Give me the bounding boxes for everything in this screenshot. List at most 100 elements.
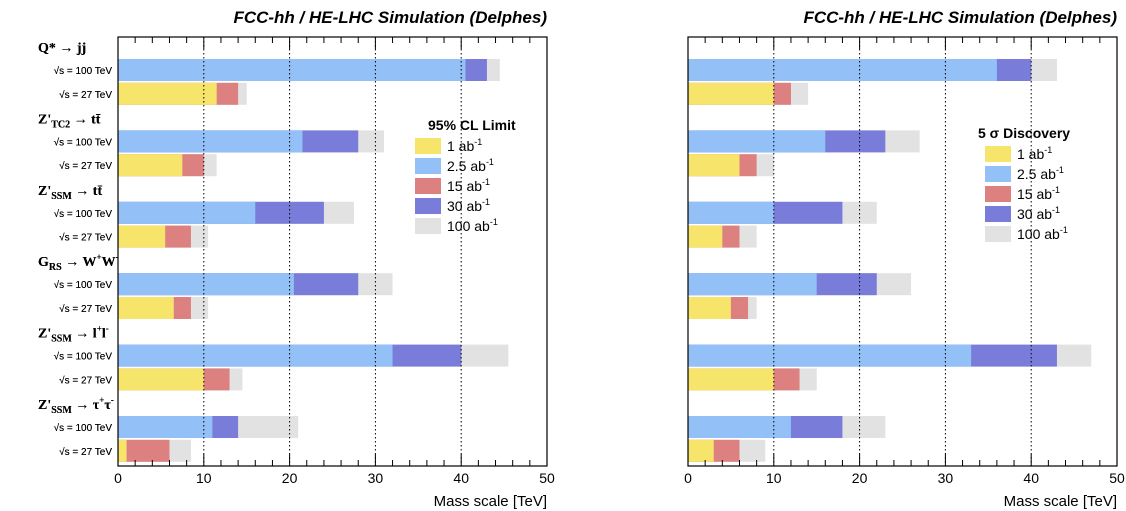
bar bbox=[118, 439, 170, 462]
bar bbox=[118, 201, 256, 224]
process-label: GRS → W+W- bbox=[38, 252, 119, 273]
legend-label: 100 ab-1 bbox=[447, 217, 498, 234]
x-axis-label: Mass scale [TeV] bbox=[434, 493, 547, 510]
bar bbox=[118, 82, 217, 105]
bar bbox=[688, 130, 826, 153]
row-label: √s = 100 TeV bbox=[54, 65, 113, 77]
process-label: Z'SSM → l+l- bbox=[38, 324, 109, 345]
plot-frame bbox=[117, 36, 548, 467]
x-tick-label: 10 bbox=[766, 470, 782, 486]
legend-swatch bbox=[985, 166, 1011, 182]
legend-label: 30 ab-1 bbox=[447, 197, 490, 214]
legend-swatch bbox=[985, 146, 1011, 162]
bar bbox=[688, 59, 997, 81]
legend-label: 30 ab-1 bbox=[1017, 205, 1060, 222]
x-axis-label: Mass scale [TeV] bbox=[1004, 493, 1117, 510]
row-label: √s = 27 TeV bbox=[59, 160, 112, 172]
row-label: √s = 27 TeV bbox=[59, 232, 112, 244]
bar bbox=[118, 368, 204, 391]
row-label: √s = 27 TeV bbox=[59, 303, 112, 315]
process-label: Z'SSM → tt̄ bbox=[38, 184, 103, 202]
legend-title: 95% CL Limit bbox=[428, 117, 516, 133]
bar bbox=[688, 154, 740, 177]
process-label: Q* → jj bbox=[38, 41, 86, 56]
legend-label: 1 ab-1 bbox=[1017, 145, 1052, 162]
row-label: √s = 100 TeV bbox=[54, 351, 113, 363]
legend-label: 1 ab-1 bbox=[447, 137, 482, 154]
process-label: Z'SSM → l+l- bbox=[38, 324, 109, 345]
x-tick-label: 0 bbox=[114, 470, 122, 486]
row-label: √s = 27 TeV bbox=[59, 89, 112, 101]
x-tick-label: 30 bbox=[368, 470, 384, 486]
legend-swatch bbox=[415, 138, 441, 154]
legend-swatch bbox=[415, 158, 441, 174]
process-label: Z'SSM → τ+τ- bbox=[38, 395, 114, 416]
row-label: √s = 27 TeV bbox=[59, 89, 112, 101]
x-tick-label: 50 bbox=[539, 470, 555, 486]
legend-swatch bbox=[985, 226, 1011, 242]
bar bbox=[688, 82, 774, 105]
bar bbox=[688, 225, 723, 248]
x-tick-label: 20 bbox=[852, 470, 868, 486]
legend-label: 100 ab-1 bbox=[1017, 225, 1068, 242]
bar bbox=[688, 201, 774, 224]
bar bbox=[118, 59, 466, 81]
row-label: √s = 100 TeV bbox=[54, 279, 113, 291]
bar bbox=[118, 225, 166, 248]
bar bbox=[118, 416, 213, 438]
row-label: √s = 100 TeV bbox=[54, 422, 113, 434]
bar bbox=[688, 344, 972, 367]
bar bbox=[688, 416, 791, 438]
x-tick-label: 40 bbox=[1023, 470, 1039, 486]
x-tick-label: 10 bbox=[196, 470, 212, 486]
process-label: Z'TC2 → tt̄ bbox=[38, 112, 101, 130]
process-label: GRS → W+W- bbox=[38, 252, 119, 273]
bar bbox=[118, 154, 183, 177]
row-label: √s = 27 TeV bbox=[59, 303, 112, 315]
x-tick-label: 20 bbox=[282, 470, 298, 486]
legend-label: 15 ab-1 bbox=[1017, 185, 1060, 202]
row-label: √s = 100 TeV bbox=[54, 351, 113, 363]
row-label: √s = 100 TeV bbox=[54, 422, 113, 434]
bar bbox=[118, 273, 294, 296]
row-label: √s = 100 TeV bbox=[54, 208, 113, 220]
row-label: √s = 27 TeV bbox=[59, 446, 112, 458]
legend-label: 2.5 ab-1 bbox=[447, 157, 494, 174]
bar bbox=[118, 344, 393, 367]
chart-panel-1: FCC-hh / HE-LHC Simulation (Delphes) Q* →… bbox=[38, 8, 555, 510]
row-label: √s = 27 TeV bbox=[59, 374, 112, 386]
legend-swatch bbox=[415, 198, 441, 214]
row-label: √s = 27 TeV bbox=[59, 446, 112, 458]
bar bbox=[688, 368, 774, 391]
bar bbox=[118, 297, 174, 319]
chart-title: FCC-hh / HE-LHC Simulation (Delphes) bbox=[803, 8, 1117, 27]
row-label: √s = 100 TeV bbox=[54, 65, 113, 77]
chart-panel-2: FCC-hh / HE-LHC Simulation (Delphes) Q* →… bbox=[38, 8, 1125, 510]
legend-swatch bbox=[415, 218, 441, 234]
legend-swatch bbox=[415, 178, 441, 194]
legend-title: 5 σ Discovery bbox=[978, 125, 1070, 141]
row-label: √s = 100 TeV bbox=[54, 279, 113, 291]
process-label: Z'TC2 → tt̄ bbox=[38, 112, 101, 130]
bar bbox=[688, 439, 714, 462]
chart-title: FCC-hh / HE-LHC Simulation (Delphes) bbox=[233, 8, 547, 27]
bar bbox=[118, 439, 127, 462]
bar bbox=[688, 297, 731, 319]
x-tick-label: 40 bbox=[453, 470, 469, 486]
row-label: √s = 100 TeV bbox=[54, 208, 113, 220]
row-label: √s = 100 TeV bbox=[54, 136, 113, 148]
bar bbox=[118, 130, 303, 153]
legend-swatch bbox=[985, 186, 1011, 202]
row-label: √s = 100 TeV bbox=[54, 136, 113, 148]
row-label: √s = 27 TeV bbox=[59, 374, 112, 386]
process-label: Z'SSM → τ+τ- bbox=[38, 395, 114, 416]
process-label: Q* → jj bbox=[38, 41, 86, 56]
plot-frame bbox=[687, 36, 1118, 467]
x-tick-label: 0 bbox=[684, 470, 692, 486]
legend-swatch bbox=[985, 206, 1011, 222]
x-tick-label: 30 bbox=[938, 470, 954, 486]
legend-label: 2.5 ab-1 bbox=[1017, 165, 1064, 182]
bar bbox=[688, 273, 817, 296]
process-label: Z'SSM → tt̄ bbox=[38, 184, 103, 202]
